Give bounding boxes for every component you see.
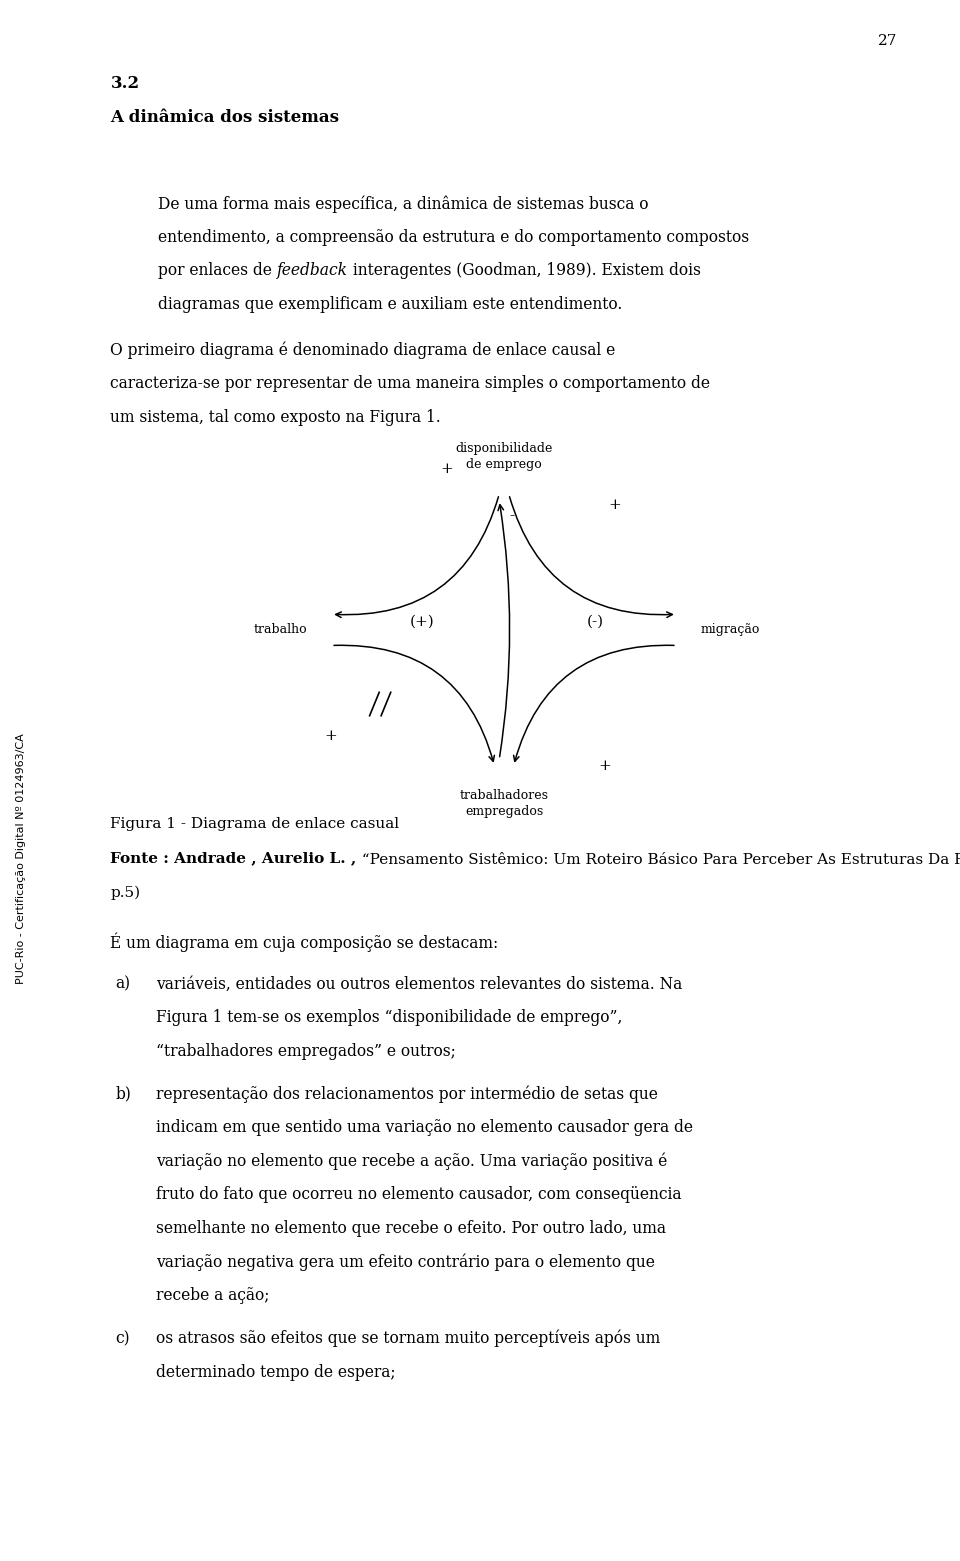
Text: +: + xyxy=(608,498,621,512)
Text: entendimento, a compreensão da estrutura e do comportamento compostos: entendimento, a compreensão da estrutura… xyxy=(158,229,750,245)
Text: migração: migração xyxy=(701,623,760,637)
Text: “trabalhadores empregados” e outros;: “trabalhadores empregados” e outros; xyxy=(156,1043,456,1060)
Text: b): b) xyxy=(115,1086,132,1102)
Text: É um diagrama em cuja composição se destacam:: É um diagrama em cuja composição se dest… xyxy=(110,932,498,952)
Text: “Pensamento Sistêmico: Um Roteiro Básico Para Perceber As Estruturas Da Realidad: “Pensamento Sistêmico: Um Roteiro Básico… xyxy=(357,851,960,866)
Text: Figura 1 tem-se os exemplos “disponibilidade de emprego”,: Figura 1 tem-se os exemplos “disponibili… xyxy=(156,1008,623,1026)
Text: trabalho: trabalho xyxy=(253,623,307,637)
Text: O primeiro diagrama é denominado diagrama de enlace causal e: O primeiro diagrama é denominado diagram… xyxy=(110,342,615,359)
Text: variação no elemento que recebe a ação. Uma variação positiva é: variação no elemento que recebe a ação. … xyxy=(156,1152,668,1171)
Text: Fonte : Andrade , Aurelio L. ,: Fonte : Andrade , Aurelio L. , xyxy=(110,851,357,865)
Text: variação negativa gera um efeito contrário para o elemento que: variação negativa gera um efeito contrár… xyxy=(156,1253,656,1271)
Text: -: - xyxy=(509,509,515,523)
Text: De uma forma mais específica, a dinâmica de sistemas busca o: De uma forma mais específica, a dinâmica… xyxy=(158,195,649,212)
Text: indicam em que sentido uma variação no elemento causador gera de: indicam em que sentido uma variação no e… xyxy=(156,1119,693,1136)
Text: +: + xyxy=(440,462,453,476)
Text: fruto do fato que ocorreu no elemento causador, com conseqüencia: fruto do fato que ocorreu no elemento ca… xyxy=(156,1186,682,1204)
Text: semelhante no elemento que recebe o efeito. Por outro lado, uma: semelhante no elemento que recebe o efei… xyxy=(156,1221,666,1236)
Text: recebe a ação;: recebe a ação; xyxy=(156,1286,270,1303)
Text: 27: 27 xyxy=(878,34,898,48)
Text: +: + xyxy=(598,759,612,773)
Text: a): a) xyxy=(115,976,131,993)
Text: caracteriza-se por representar de uma maneira simples o comportamento de: caracteriza-se por representar de uma ma… xyxy=(110,376,710,392)
Text: (+): (+) xyxy=(410,615,435,629)
Text: disponibilidade
de emprego: disponibilidade de emprego xyxy=(455,442,553,470)
Text: p.5): p.5) xyxy=(110,885,140,901)
Text: variáveis, entidades ou outros elementos relevantes do sistema. Na: variáveis, entidades ou outros elementos… xyxy=(156,976,683,993)
Text: PUC-Rio - Certificação Digital Nº 0124963/CA: PUC-Rio - Certificação Digital Nº 012496… xyxy=(16,734,26,983)
Text: Figura 1 - Diagrama de enlace casual: Figura 1 - Diagrama de enlace casual xyxy=(110,816,399,830)
Text: 3.2: 3.2 xyxy=(110,75,139,92)
Text: (-): (-) xyxy=(587,615,604,629)
Text: interagentes (Goodman, 1989). Existem dois: interagentes (Goodman, 1989). Existem do… xyxy=(348,262,701,279)
Text: representação dos relacionamentos por intermédio de setas que: representação dos relacionamentos por in… xyxy=(156,1086,659,1104)
Text: +: + xyxy=(324,729,338,743)
Text: determinado tempo de espera;: determinado tempo de espera; xyxy=(156,1364,396,1380)
Text: por enlaces de: por enlaces de xyxy=(158,262,277,279)
Text: os atrasos são efeitos que se tornam muito perceptíveis após um: os atrasos são efeitos que se tornam mui… xyxy=(156,1330,660,1347)
Text: um sistema, tal como exposto na Figura 1.: um sistema, tal como exposto na Figura 1… xyxy=(110,409,442,426)
Text: A dinâmica dos sistemas: A dinâmica dos sistemas xyxy=(110,109,340,126)
Text: feedback: feedback xyxy=(277,262,348,279)
Text: c): c) xyxy=(115,1330,130,1347)
Text: trabalhadores
empregados: trabalhadores empregados xyxy=(460,788,548,818)
Text: diagramas que exemplificam e auxiliam este entendimento.: diagramas que exemplificam e auxiliam es… xyxy=(158,297,623,312)
